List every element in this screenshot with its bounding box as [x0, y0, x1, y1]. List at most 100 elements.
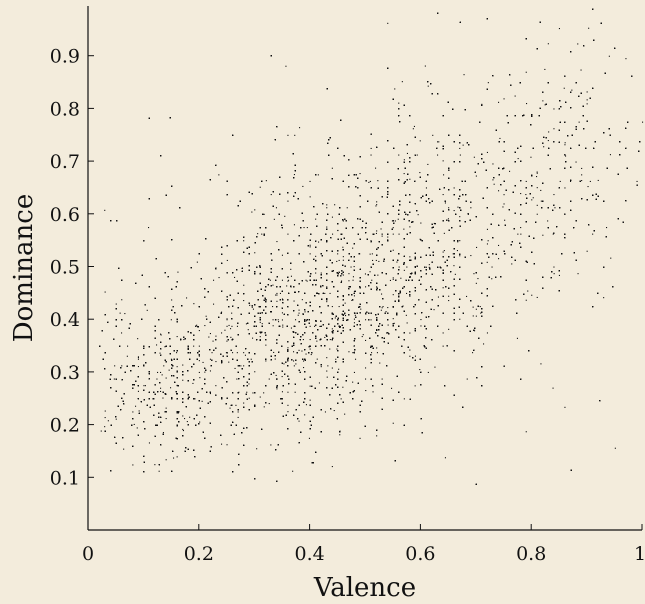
scatter-point	[401, 81, 403, 83]
scatter-point	[564, 142, 566, 144]
scatter-point	[273, 218, 275, 220]
scatter-point	[138, 410, 140, 412]
scatter-point	[442, 287, 444, 289]
scatter-point	[392, 227, 394, 229]
scatter-point	[265, 180, 267, 182]
scatter-point	[379, 362, 381, 364]
scatter-point	[230, 328, 232, 330]
scatter-point	[578, 121, 580, 123]
scatter-point	[397, 218, 399, 220]
scatter-point	[236, 325, 238, 327]
scatter-point	[542, 234, 544, 236]
scatter-point	[137, 358, 139, 360]
scatter-point	[309, 348, 311, 350]
scatter-point	[342, 314, 344, 316]
scatter-point	[387, 22, 389, 24]
scatter-point	[437, 141, 439, 143]
scatter-point	[425, 266, 427, 268]
scatter-point	[199, 377, 201, 379]
scatter-point	[228, 361, 230, 363]
scatter-point	[244, 354, 246, 356]
scatter-point	[170, 387, 172, 389]
scatter-point	[409, 178, 411, 180]
scatter-point	[182, 428, 184, 430]
scatter-point	[536, 213, 538, 215]
scatter-point	[486, 228, 488, 230]
scatter-point	[540, 189, 542, 191]
scatter-point	[243, 352, 245, 354]
scatter-point	[221, 443, 223, 445]
scatter-point	[192, 382, 194, 384]
scatter-point	[137, 390, 139, 392]
scatter-point	[270, 444, 272, 446]
scatter-point	[547, 220, 549, 222]
scatter-point	[398, 154, 400, 156]
scatter-point	[493, 183, 495, 185]
scatter-point	[252, 337, 254, 339]
scatter-point	[338, 259, 340, 261]
scatter-point	[459, 318, 461, 320]
scatter-point	[309, 325, 311, 327]
scatter-point	[420, 222, 422, 224]
scatter-point	[559, 180, 561, 182]
scatter-point	[295, 363, 297, 365]
scatter-point	[133, 423, 135, 425]
scatter-point	[425, 187, 427, 189]
scatter-point	[473, 156, 475, 158]
scatter-point	[261, 323, 263, 325]
scatter-point	[406, 292, 408, 294]
scatter-point	[303, 367, 305, 369]
scatter-point	[276, 241, 278, 243]
scatter-point	[361, 336, 363, 338]
scatter-point	[614, 447, 616, 449]
scatter-point	[231, 312, 233, 314]
scatter-point	[511, 263, 513, 265]
scatter-point	[353, 345, 355, 347]
scatter-point	[392, 318, 394, 320]
scatter-point	[293, 360, 295, 362]
scatter-point	[231, 325, 233, 327]
scatter-point	[318, 382, 320, 384]
scatter-point	[259, 396, 261, 398]
scatter-point	[202, 361, 204, 363]
scatter-point	[189, 416, 191, 418]
scatter-point	[294, 325, 296, 327]
scatter-point	[553, 128, 555, 130]
scatter-point	[224, 329, 226, 331]
scatter-point	[329, 339, 331, 341]
scatter-point	[409, 332, 411, 334]
scatter-point	[564, 144, 566, 146]
scatter-point	[336, 260, 338, 262]
scatter-point	[215, 335, 217, 337]
scatter-point	[536, 176, 538, 178]
scatter-point	[428, 264, 430, 266]
scatter-point	[509, 170, 511, 172]
scatter-point	[162, 432, 164, 434]
scatter-point	[370, 147, 372, 149]
scatter-point	[243, 365, 245, 367]
scatter-point	[396, 261, 398, 263]
scatter-point	[194, 398, 196, 400]
scatter-point	[492, 179, 494, 181]
scatter-point	[492, 163, 494, 165]
scatter-point	[392, 422, 394, 424]
scatter-point	[287, 233, 289, 235]
scatter-point	[570, 180, 572, 182]
scatter-point	[198, 360, 200, 362]
scatter-point	[540, 200, 542, 202]
scatter-point	[226, 319, 228, 321]
scatter-point	[164, 346, 166, 348]
scatter-point	[198, 345, 200, 347]
scatter-point	[442, 345, 444, 347]
scatter-point	[359, 437, 361, 439]
scatter-point	[226, 318, 228, 320]
scatter-point	[293, 300, 295, 302]
scatter-point	[504, 219, 506, 221]
scatter-point	[326, 370, 328, 372]
scatter-point	[362, 334, 364, 336]
scatter-point	[304, 414, 306, 416]
scatter-point	[315, 218, 317, 220]
scatter-point	[381, 307, 383, 309]
scatter-point	[498, 190, 500, 192]
scatter-point	[369, 271, 371, 273]
